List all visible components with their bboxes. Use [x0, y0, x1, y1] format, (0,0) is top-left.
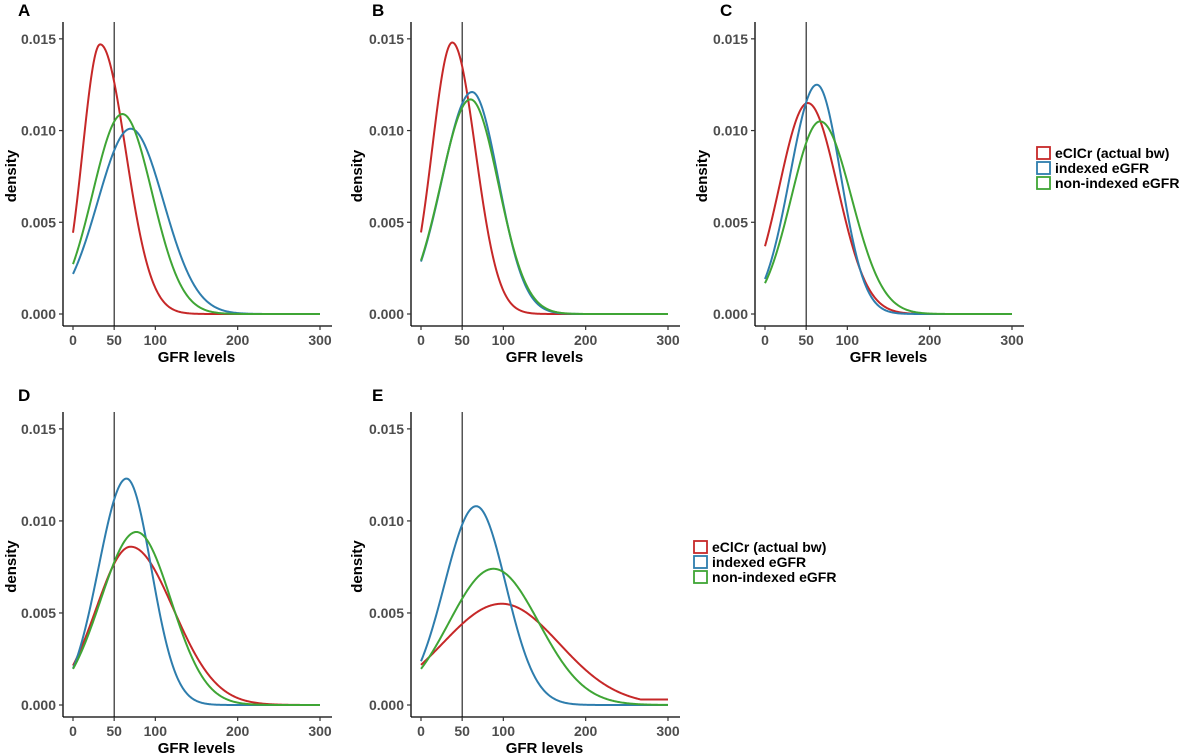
- x-axis-title: GFR levels: [850, 349, 928, 366]
- x-tick-label: 200: [574, 332, 598, 348]
- y-tick-label: 0.015: [21, 421, 56, 437]
- legend-label: eClCr (actual bw): [1055, 145, 1169, 161]
- x-tick-label: 50: [454, 332, 470, 348]
- x-tick-label: 0: [761, 332, 769, 348]
- series-line-indexed-egfr: [420, 505, 669, 706]
- series-line-eclcr-actual-bw: [72, 43, 321, 315]
- x-tick-label: 300: [1000, 332, 1024, 348]
- x-tick-label: 100: [492, 723, 516, 739]
- series-line-eclcr-actual-bw: [764, 102, 1013, 315]
- y-tick-label: 0.005: [369, 214, 404, 230]
- panel-letter: A: [18, 1, 30, 20]
- x-tick-label: 200: [226, 332, 250, 348]
- x-tick-label: 200: [574, 723, 598, 739]
- legend-swatch: [1036, 161, 1051, 175]
- y-tick-label: 0.010: [21, 123, 56, 139]
- y-tick-label: 0.000: [713, 306, 748, 322]
- x-tick-label: 100: [836, 332, 860, 348]
- panel-letter: E: [372, 386, 383, 405]
- series-line-indexed-egfr: [72, 477, 321, 706]
- legend-2: eClCr (actual bw)indexed eGFRnon-indexed…: [693, 539, 836, 585]
- y-tick-label: 0.000: [369, 306, 404, 322]
- y-tick-label: 0.005: [713, 214, 748, 230]
- panel-letter: B: [372, 1, 384, 20]
- y-tick-label: 0.015: [713, 31, 748, 47]
- x-tick-label: 0: [69, 332, 77, 348]
- legend-label: eClCr (actual bw): [712, 539, 826, 555]
- y-tick-label: 0.015: [369, 421, 404, 437]
- y-axis-title: density: [349, 540, 366, 593]
- legend-label: non-indexed eGFR: [1055, 175, 1179, 191]
- y-tick-label: 0.005: [21, 605, 56, 621]
- x-axis-title: GFR levels: [506, 740, 584, 754]
- legend-swatch: [693, 540, 708, 554]
- y-tick-label: 0.000: [21, 697, 56, 713]
- x-tick-label: 300: [308, 723, 332, 739]
- x-tick-label: 100: [492, 332, 516, 348]
- legend-label: indexed eGFR: [1055, 160, 1149, 176]
- chart-panel-d: D 0.000 0.005 0.010 0.015 0 50 100 200 300 GFR lev…: [3, 386, 332, 754]
- chart-panel-e: E 0.000 0.005 0.010 0.015 0 50 100 200 300 GFR lev…: [349, 386, 680, 754]
- y-tick-label: 0.005: [21, 214, 56, 230]
- x-tick-label: 50: [454, 723, 470, 739]
- y-tick-label: 0.005: [369, 605, 404, 621]
- y-axis-title: density: [3, 540, 20, 593]
- x-tick-label: 50: [798, 332, 814, 348]
- x-tick-label: 300: [656, 332, 680, 348]
- x-tick-label: 300: [308, 332, 332, 348]
- legend-1: eClCr (actual bw)indexed eGFRnon-indexed…: [1036, 145, 1179, 191]
- y-tick-label: 0.000: [21, 306, 56, 322]
- series-line-non-indexed-egfr: [420, 567, 669, 706]
- x-tick-label: 50: [106, 332, 122, 348]
- series-line-eclcr-actual-bw: [420, 41, 669, 315]
- series-line-non-indexed-egfr: [72, 113, 321, 315]
- series-line-indexed-egfr: [420, 91, 669, 315]
- y-tick-label: 0.015: [369, 31, 404, 47]
- x-tick-label: 50: [106, 723, 122, 739]
- y-tick-label: 0.000: [369, 697, 404, 713]
- legend-label: non-indexed eGFR: [712, 569, 836, 585]
- x-axis-title: GFR levels: [158, 740, 236, 754]
- chart-panel-a: A 0.000 0.005 0.010 0.015 0 50 100 200 300 GFR lev…: [3, 1, 332, 366]
- x-tick-label: 0: [69, 723, 77, 739]
- y-tick-label: 0.010: [21, 513, 56, 529]
- series-line-non-indexed-egfr: [420, 98, 669, 315]
- series-line-eclcr-actual-bw: [420, 602, 669, 701]
- x-tick-label: 100: [144, 332, 168, 348]
- y-axis-title: density: [694, 149, 711, 202]
- series-line-indexed-egfr: [764, 83, 1013, 315]
- x-axis-title: GFR levels: [158, 349, 236, 366]
- x-tick-label: 0: [417, 723, 425, 739]
- legend-swatch: [693, 570, 708, 584]
- series-line-indexed-egfr: [72, 127, 321, 315]
- y-tick-label: 0.010: [369, 123, 404, 139]
- y-tick-label: 0.010: [369, 513, 404, 529]
- x-tick-label: 200: [226, 723, 250, 739]
- legend-swatch: [1036, 146, 1051, 160]
- x-tick-label: 300: [656, 723, 680, 739]
- series-line-non-indexed-egfr: [764, 120, 1013, 315]
- legend-label: indexed eGFR: [712, 554, 806, 570]
- legend-swatch: [1036, 176, 1051, 190]
- x-tick-label: 200: [918, 332, 942, 348]
- panel-letter: C: [720, 1, 732, 20]
- panel-letter: D: [18, 386, 30, 405]
- y-tick-label: 0.015: [21, 31, 56, 47]
- y-axis-title: density: [349, 149, 366, 202]
- x-tick-label: 0: [417, 332, 425, 348]
- x-axis-title: GFR levels: [506, 349, 584, 366]
- chart-panel-c: C 0.000 0.005 0.010 0.015 0 50 100 200 300 GFR lev…: [694, 1, 1024, 366]
- series-line-non-indexed-egfr: [72, 530, 321, 706]
- y-axis-title: density: [3, 149, 20, 202]
- x-tick-label: 100: [144, 723, 168, 739]
- legend-swatch: [693, 555, 708, 569]
- y-tick-label: 0.010: [713, 123, 748, 139]
- chart-panel-b: B 0.000 0.005 0.010 0.015 0 50 100 200 300 GFR lev…: [349, 1, 680, 366]
